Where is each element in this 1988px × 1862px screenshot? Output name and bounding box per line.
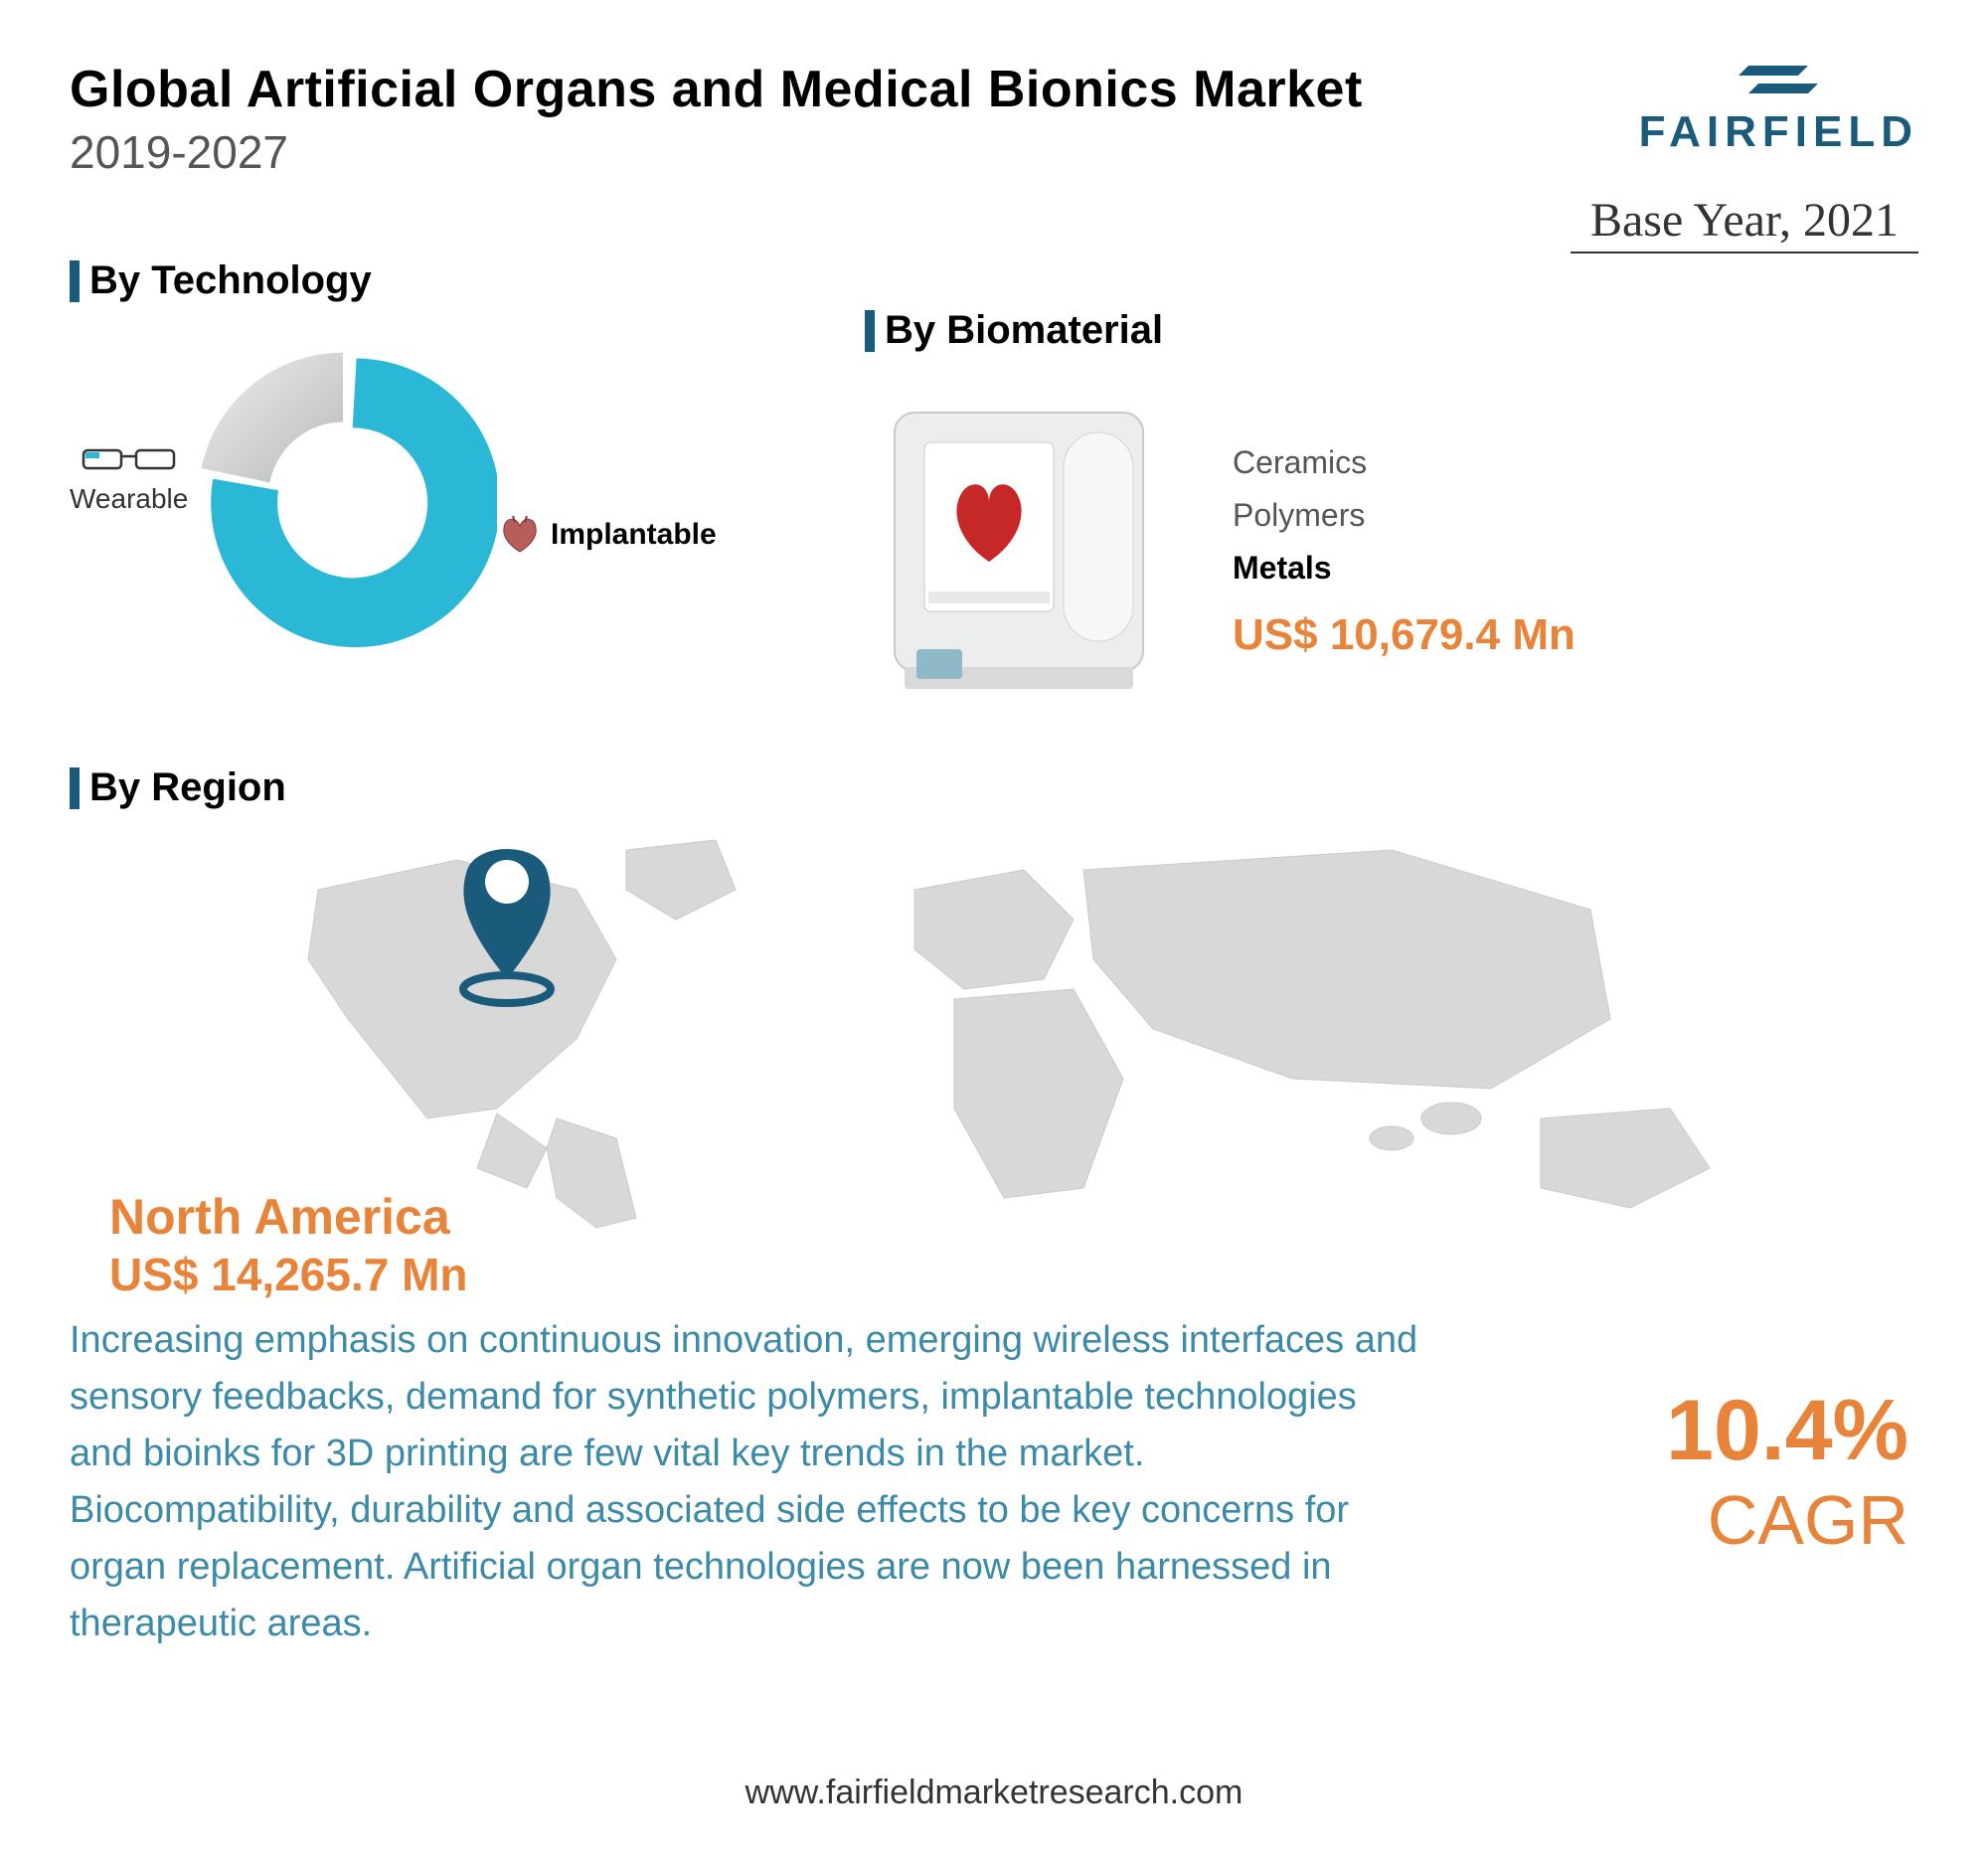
summary-paragraph: Increasing emphasis on continuous innova… (70, 1312, 1421, 1652)
heart-organ-icon (497, 512, 543, 558)
header: Global Artificial Organs and Medical Bio… (70, 60, 1918, 179)
cagr-block: 10.4% CAGR (1666, 1382, 1908, 1560)
implantable-label: Implantable (497, 512, 717, 558)
title-block: Global Artificial Organs and Medical Bio… (70, 60, 1639, 179)
biomaterial-item: Ceramics (1233, 444, 1575, 481)
world-map-container: North America US$ 14,265.7 Mn (70, 830, 1918, 1258)
3d-printer-icon (865, 393, 1183, 711)
implantable-text: Implantable (551, 518, 717, 552)
glasses-icon (82, 442, 176, 472)
biomaterial-heading-text: By Biomaterial (885, 308, 1163, 353)
technology-donut-wrap: Wearable Implantable (70, 343, 666, 681)
region-heading-text: By Region (89, 765, 286, 810)
region-highlight-value: US$ 14,265.7 Mn (109, 1248, 468, 1301)
footer-url: www.fairfieldmarketresearch.com (0, 1774, 1988, 1812)
fairfield-logo-icon (1739, 60, 1818, 99)
section-bar-icon (70, 260, 80, 302)
biomaterial-list: Ceramics Polymers Metals US$ 10,679.4 Mn (1233, 444, 1575, 660)
cagr-value: 10.4% (1666, 1382, 1908, 1480)
region-highlight-name: North America (109, 1188, 450, 1246)
cagr-label: CAGR (1666, 1480, 1908, 1560)
page-title: Global Artificial Organs and Medical Bio… (70, 60, 1639, 119)
biomaterial-item-highlight: Metals (1233, 550, 1575, 587)
base-year-label: Base Year, 2021 (1571, 189, 1918, 254)
biomaterial-value: US$ 10,679.4 Mn (1233, 610, 1575, 660)
wearable-label: Wearable (70, 442, 188, 515)
region-section: By Region (70, 765, 1918, 1258)
biomaterial-item: Polymers (1233, 497, 1575, 534)
technology-heading: By Technology (70, 258, 666, 303)
brand-logo-text: FAIRFIELD (1639, 107, 1918, 157)
biomaterial-heading: By Biomaterial (865, 308, 1575, 353)
technology-heading-text: By Technology (89, 258, 372, 303)
biomaterial-section: By Biomaterial Ceramics Polymers Metals … (865, 308, 1575, 711)
biomaterial-content: Ceramics Polymers Metals US$ 10,679.4 Mn (865, 393, 1575, 711)
section-bar-icon (865, 310, 875, 352)
brand-logo: FAIRFIELD (1639, 60, 1918, 157)
region-heading: By Region (70, 765, 1918, 810)
technology-section: By Technology Wearable (70, 258, 666, 681)
page-subtitle: 2019-2027 (70, 125, 1639, 179)
technology-donut-chart (189, 343, 497, 651)
location-pin-icon (437, 830, 577, 1009)
wearable-text: Wearable (70, 483, 188, 515)
section-bar-icon (70, 767, 80, 809)
